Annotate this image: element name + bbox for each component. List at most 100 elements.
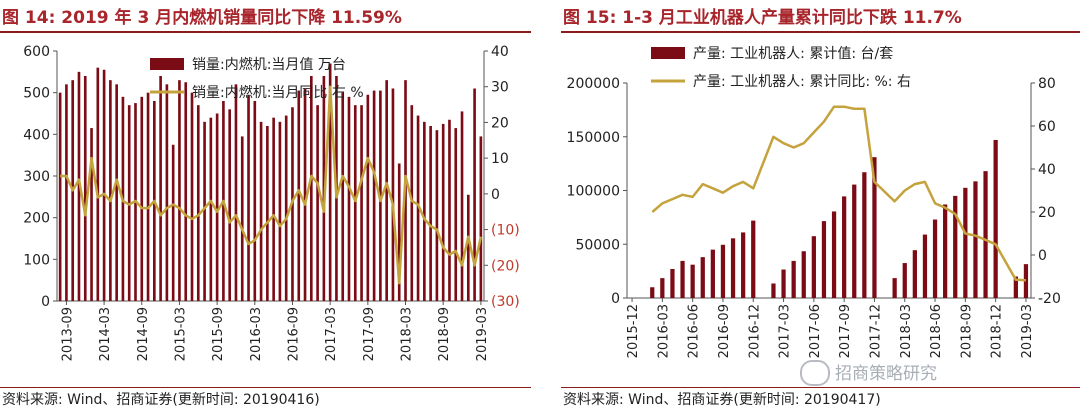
x-tick-label: 2018-09 — [959, 304, 974, 358]
bar-mark — [454, 128, 458, 301]
y-right-tick-label: (20) — [491, 258, 520, 274]
x-tick-label: 2018-03 — [400, 307, 415, 361]
bar-mark — [215, 113, 219, 301]
bar-mark — [209, 117, 213, 302]
bar-mark — [83, 76, 87, 301]
bar-mark — [435, 130, 439, 301]
y-left-tick-label: 600 — [23, 44, 50, 60]
bar-mark — [862, 172, 867, 298]
legend-bar-swatch — [150, 58, 184, 70]
legend-bar-swatch — [651, 47, 685, 59]
bar-mark — [266, 126, 269, 301]
chart-left-svg: 0 100 200 300 400 500 600 (30) (20) (10) 0 10 20 30 40… — [23, 44, 520, 361]
bar-mark — [391, 88, 395, 301]
bar-mark — [165, 84, 169, 301]
bar-mark — [109, 80, 112, 302]
bar-mark — [650, 287, 655, 298]
bar-mark — [247, 94, 250, 301]
bar-mark — [253, 101, 257, 301]
bar-mark — [240, 136, 244, 301]
bar-mark — [115, 84, 118, 301]
x-tick-label: 2018-06 — [929, 304, 944, 358]
x-tick-label: 2016-12 — [747, 304, 762, 358]
bar-mark — [65, 84, 68, 301]
bar-mark — [660, 278, 665, 298]
chart-panel-right: 图 15: 1-3 月工业机器人产量累计同比下跌 11.7% 0 50000 100… — [561, 0, 1080, 415]
bar-mark — [943, 204, 948, 298]
bar-mark — [842, 196, 847, 298]
bar-mark — [1013, 276, 1018, 298]
chart-right-svg: 0 50000 100000 150000 200000 -20 0 20 40 60 80 2015… — [567, 46, 1061, 358]
bar-mark — [416, 115, 420, 301]
bar-mark — [441, 123, 445, 302]
y-left-tick-label: 0 — [41, 294, 50, 310]
x-tick-label: 2018-03 — [899, 304, 914, 358]
bar-mark — [473, 88, 476, 301]
x-tick-label: 2018-12 — [990, 304, 1005, 358]
bar-mark — [353, 105, 357, 302]
y-right-tick-label: -20 — [1038, 291, 1061, 307]
y-left-tick-label: 200 — [23, 211, 50, 227]
title-divider-right — [561, 31, 1080, 33]
bar-mark — [460, 111, 464, 302]
bar-mark — [140, 96, 144, 301]
bar-mark — [771, 283, 776, 298]
x-tick-label: 2017-06 — [808, 304, 823, 358]
x-tick-label: 2016-03 — [249, 307, 264, 361]
bar-mark — [741, 232, 746, 298]
bar-mark — [259, 121, 263, 301]
bar-mark — [58, 92, 62, 302]
x-tick-label: 2014-09 — [136, 307, 151, 361]
bar-mark — [690, 264, 695, 298]
bar-mark — [171, 144, 175, 301]
bar-mark — [479, 136, 483, 301]
bar-mark — [410, 105, 414, 302]
chart-title-left: 图 14: 2019 年 3 月内燃机销量同比下降 11.59% — [2, 8, 402, 28]
bar-mark — [963, 187, 968, 298]
x-tick-label: 2015-12 — [626, 304, 641, 358]
bar-mark — [781, 269, 786, 298]
y-left-tick-label: 500 — [23, 86, 50, 102]
title-divider-left — [0, 31, 531, 33]
bar-mark — [821, 221, 827, 298]
bar-mark — [973, 181, 978, 298]
y-left-tick-label: 100 — [23, 252, 50, 268]
bar-mark — [922, 234, 928, 298]
y-right-tick-label: 20 — [491, 115, 509, 131]
bar-mark — [278, 121, 282, 301]
bar-mark — [96, 67, 100, 302]
bar-mark — [700, 257, 705, 298]
bar-mark — [309, 76, 313, 301]
bar-mark — [146, 92, 150, 302]
x-tick-label: 2015-09 — [211, 307, 226, 361]
bar-mark — [341, 92, 345, 302]
bar-mark — [791, 260, 796, 298]
x-tick-label: 2017-09 — [838, 304, 853, 358]
y-right-tick-label: 30 — [491, 80, 509, 96]
legend-bar-label: 产量: 工业机器人: 累计值: 台/套 — [693, 46, 893, 62]
x-tick-label: 2013-09 — [60, 307, 75, 361]
y-right-tick-label: 40 — [491, 44, 509, 60]
bar-mark — [234, 84, 238, 301]
y-right-tick-label: 40 — [1038, 162, 1056, 178]
bar-mark — [993, 139, 998, 298]
y-right-tick-label: 60 — [1038, 119, 1056, 135]
bar-mark — [932, 219, 938, 298]
bar-mark — [385, 80, 388, 302]
bar-mark — [1023, 264, 1029, 298]
bar-mark — [184, 82, 188, 301]
bar-mark — [397, 163, 401, 301]
bar-mark — [872, 157, 877, 298]
source-note-right: 资料来源: Wind、招商证券(更新时间: 20190417) — [563, 392, 881, 408]
bar-mark — [272, 117, 275, 302]
x-tick-label: 2018-09 — [437, 307, 452, 361]
bar-mark — [831, 211, 837, 298]
bar-mark — [983, 171, 988, 298]
x-tick-label: 2014-03 — [98, 307, 113, 361]
bar-mark — [902, 263, 907, 298]
bar-mark — [190, 92, 194, 302]
y-right-tick-label: 20 — [1038, 205, 1056, 221]
bar-mark — [102, 69, 106, 301]
bar-mark — [178, 80, 181, 302]
bar-mark — [466, 194, 470, 301]
